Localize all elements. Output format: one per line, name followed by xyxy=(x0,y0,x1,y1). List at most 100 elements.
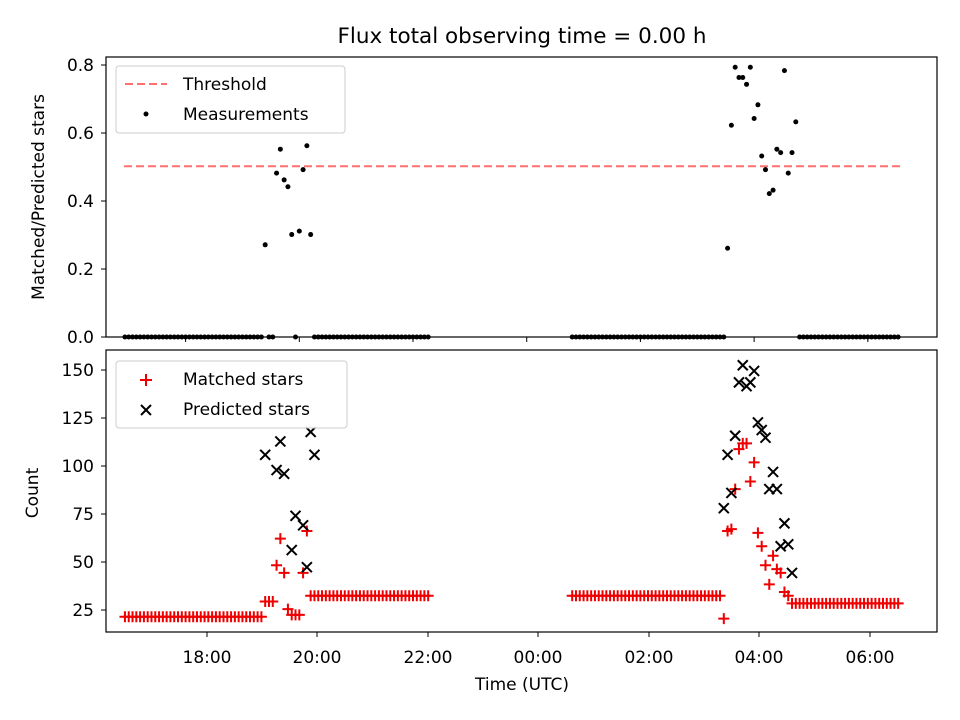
count-x-axis: 18:00 20:00 22:00 00:00 02:00 04:00 06:0… xyxy=(183,632,895,668)
predicted-star-point xyxy=(725,487,738,499)
count-panel: 25 50 75 100 125 150 Count 18:00 20:00 2… xyxy=(23,349,938,695)
predicted-star-point xyxy=(733,376,745,389)
measurement-point xyxy=(736,74,742,80)
measurement-point xyxy=(778,150,784,156)
matched-star-point xyxy=(718,613,730,625)
count-x-tick-label: 20:00 xyxy=(293,648,342,668)
predicted-star-point xyxy=(718,502,730,514)
chart-title: Flux total observing time = 0.00 h xyxy=(338,24,707,49)
ratio-y-tick-label: 0.4 xyxy=(67,192,94,212)
matched-star-point xyxy=(892,597,904,609)
predicted-star-point xyxy=(737,359,749,371)
measurement-point xyxy=(759,153,765,159)
count-y-tick-label: 100 xyxy=(62,457,94,477)
ratio-y-tick-label: 0.2 xyxy=(67,260,94,280)
matched-legend-label: Matched stars xyxy=(183,370,303,390)
predicted-star-point xyxy=(289,510,302,522)
matched-star-point xyxy=(725,523,737,535)
predicted-legend-marker xyxy=(140,404,152,416)
matched-star-point xyxy=(255,611,267,623)
predicted-star-point xyxy=(259,449,271,461)
measurement-point xyxy=(289,232,295,238)
predicted-points-layer xyxy=(259,359,798,579)
matched-star-point xyxy=(282,603,294,615)
ratio-legend-box xyxy=(115,65,346,134)
measurement-point xyxy=(296,228,302,234)
ratio-y-tick-label: 0.6 xyxy=(67,124,94,144)
ratio-x-ticks xyxy=(185,337,869,342)
predicted-star-point xyxy=(759,431,772,444)
measurement-point xyxy=(285,184,291,190)
measurement-point xyxy=(300,167,306,173)
predicted-star-point xyxy=(744,376,757,389)
measurement-point xyxy=(774,146,780,152)
measurements-legend-label: Measurements xyxy=(183,105,309,125)
count-legend: Matched stars Predicted stars xyxy=(115,360,348,429)
predicted-star-point xyxy=(755,424,768,436)
ratio-points-layer xyxy=(122,64,901,340)
ratio-y-axis-label: Matched/Predicted stars xyxy=(29,94,49,300)
measurements-legend-marker xyxy=(143,111,149,117)
matched-star-point xyxy=(741,437,753,449)
measurement-point xyxy=(793,119,799,125)
predicted-legend-label: Predicted stars xyxy=(183,400,310,420)
count-x-tick-label: 22:00 xyxy=(404,648,453,668)
threshold-legend-label: Threshold xyxy=(182,75,267,95)
matched-star-point xyxy=(301,525,313,537)
measurement-point xyxy=(262,242,268,248)
ratio-y-axis: 0.0 0.2 0.4 0.6 0.8 xyxy=(67,56,106,348)
measurement-point xyxy=(785,170,791,176)
measurement-point xyxy=(740,74,746,80)
count-y-tick-label: 150 xyxy=(62,361,94,381)
matched-star-point xyxy=(293,609,305,621)
measurement-point xyxy=(744,81,750,87)
matched-star-point xyxy=(759,559,771,571)
measurement-point xyxy=(747,64,753,70)
measurement-point xyxy=(728,122,734,128)
count-y-tick-label: 50 xyxy=(72,553,94,573)
measurement-point xyxy=(755,102,761,108)
measurement-point xyxy=(308,232,314,238)
predicted-star-point xyxy=(782,538,794,551)
ratio-y-tick-label: 0.0 xyxy=(67,328,94,348)
measurement-point xyxy=(274,170,280,176)
measurement-point xyxy=(304,143,310,149)
matched-star-point xyxy=(274,533,286,545)
matched-star-point xyxy=(763,578,775,590)
predicted-star-point xyxy=(778,517,791,530)
matched-star-point xyxy=(748,456,760,468)
predicted-star-point xyxy=(274,435,287,448)
count-x-tick-label: 04:00 xyxy=(735,648,784,668)
measurement-point xyxy=(789,150,795,156)
predicted-star-point xyxy=(729,430,741,442)
measurement-point xyxy=(766,191,772,197)
measurement-point xyxy=(781,68,787,74)
count-x-tick-label: 06:00 xyxy=(846,648,895,668)
predicted-star-point xyxy=(771,483,783,495)
matched-star-point xyxy=(744,475,756,487)
predicted-star-point xyxy=(767,466,779,478)
matched-star-point xyxy=(271,559,283,571)
ratio-y-tick-label: 0.8 xyxy=(67,56,94,76)
ratio-panel: 0.0 0.2 0.4 0.6 0.8 Matched/Predicted st… xyxy=(29,56,938,348)
matched-star-point xyxy=(278,567,290,579)
count-x-tick-label: 00:00 xyxy=(514,648,563,668)
predicted-star-point xyxy=(270,464,283,476)
predicted-star-point xyxy=(286,544,298,556)
predicted-star-point xyxy=(278,468,290,480)
ratio-plot-frame xyxy=(105,56,938,338)
matched-star-point xyxy=(714,590,726,602)
count-y-tick-label: 75 xyxy=(72,505,94,525)
measurement-point xyxy=(732,64,738,70)
predicted-star-point xyxy=(301,561,313,573)
measurement-point xyxy=(277,146,283,152)
count-y-axis-label: Count xyxy=(23,467,43,518)
measurement-point xyxy=(762,167,768,173)
predicted-star-point xyxy=(752,416,764,429)
ratio-legend: Threshold Measurements xyxy=(115,65,346,134)
count-y-tick-label: 25 xyxy=(72,601,94,621)
predicted-star-point xyxy=(304,426,317,438)
matched-star-point xyxy=(775,567,787,579)
matched-star-point xyxy=(297,567,309,579)
